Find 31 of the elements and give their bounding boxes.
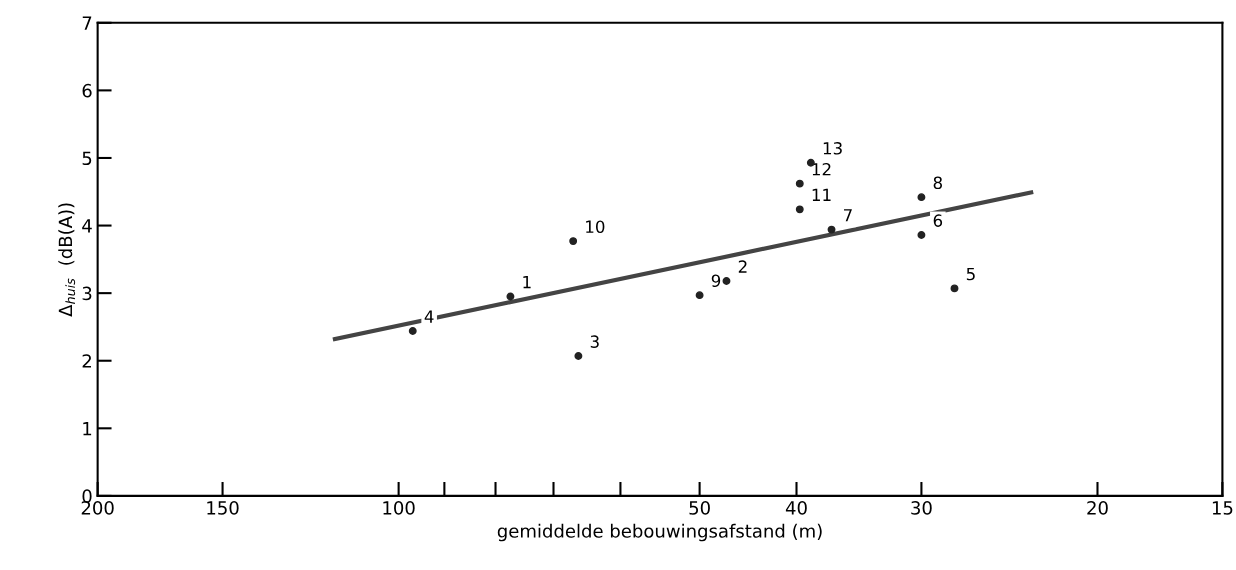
- x-tick-label: 100: [383, 501, 415, 515]
- annotation: 8: [933, 176, 942, 190]
- x-tick-label: 40: [785, 501, 807, 515]
- y-axis-title: Δ$_{huis}$ (dB(A)): [58, 203, 76, 317]
- annotation: 10: [586, 220, 605, 234]
- x-tick-label: 50: [689, 501, 710, 515]
- y-tick-label: 6: [82, 83, 92, 98]
- y-tick-label: 1: [83, 422, 92, 436]
- annotation: 5: [966, 267, 975, 281]
- x-tick-label: 200: [81, 501, 114, 515]
- y-tick-label: 7: [82, 16, 92, 30]
- y-tick-label: 3: [82, 286, 92, 301]
- annotation: 12: [812, 162, 831, 176]
- y-tick-label: 4: [82, 219, 92, 233]
- x-tick-label: 15: [1212, 501, 1233, 515]
- y-tick-label: 0: [82, 489, 92, 504]
- x-axis-title: gemiddelde bebouwingsafstand (m): [497, 523, 822, 542]
- x-tick-label: 20: [1087, 501, 1108, 515]
- annotation: 11: [812, 188, 831, 201]
- annotation: 2: [738, 260, 747, 273]
- x-tick-label: 30: [911, 501, 932, 515]
- annotation: 13: [823, 142, 842, 155]
- annotation: 6: [933, 214, 943, 227]
- annotation: 7: [844, 209, 852, 222]
- annotation: 3: [590, 335, 599, 348]
- annotation: 9: [711, 274, 721, 288]
- annotation: 1: [523, 276, 531, 289]
- x-tick-label: 150: [207, 501, 239, 515]
- y-tick-label: 2: [82, 354, 91, 368]
- y-tick-label: 5: [82, 151, 92, 166]
- annotation: 4: [424, 310, 434, 323]
